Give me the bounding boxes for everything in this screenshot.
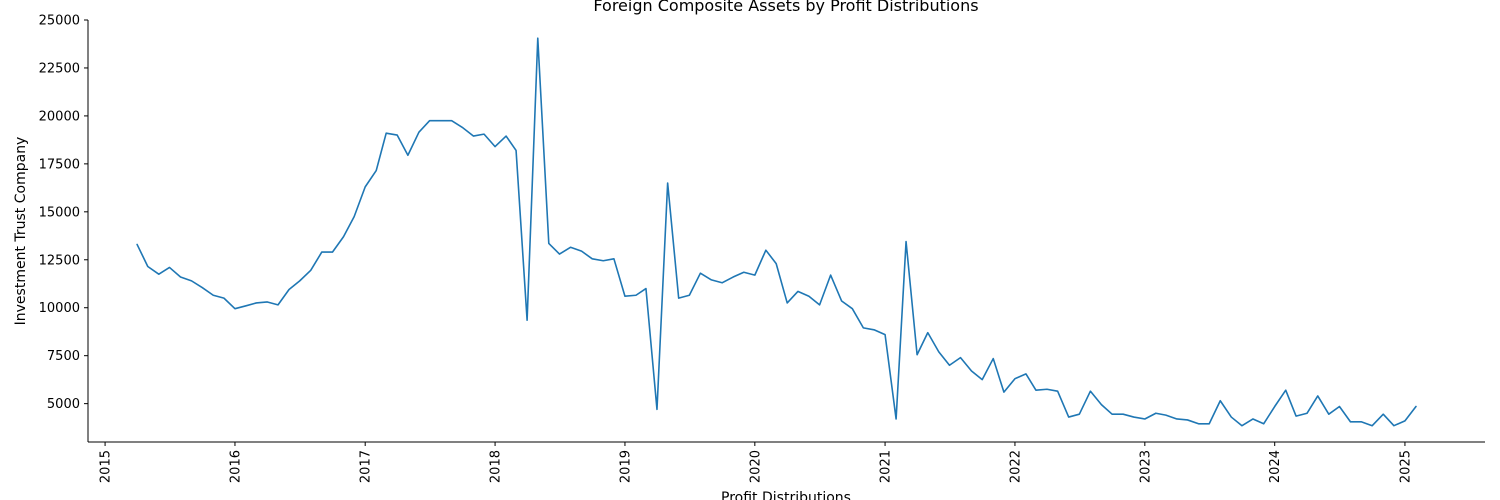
x-axis-title: Profit Distributions [721,490,851,500]
y-tick-label: 22500 [39,61,80,76]
y-tick-label: 12500 [39,253,80,268]
y-tick-label: 7500 [47,349,80,364]
x-tick-label: 2017 [359,450,374,483]
y-tick-label: 10000 [39,301,80,316]
series-line [136,37,1417,427]
x-tick-label: 2025 [1398,450,1413,483]
x-tick-label: 2020 [748,450,763,483]
y-tick-label: 15000 [39,205,80,220]
chart-title: Foreign Composite Assets by Profit Distr… [593,0,978,15]
y-tick-label: 17500 [39,157,80,172]
y-tick-label: 25000 [39,14,80,29]
axes-layer [87,20,1485,443]
x-tick-label: 2021 [879,450,894,483]
title-layer: Foreign Composite Assets by Profit Distr… [13,0,979,500]
ticks-layer: 5000 7500 10000 12500 15000 17500 20000 22500 25… [39,14,1414,484]
x-tick-label: 2018 [489,450,504,483]
series-layer [136,37,1417,427]
x-tick-label: 2023 [1138,450,1153,483]
x-tick-label: 2015 [99,450,114,483]
y-tick-label: 20000 [39,109,80,124]
x-tick-label: 2016 [228,450,243,483]
x-tick-label: 2019 [618,450,633,483]
x-tick-label: 2022 [1008,450,1023,483]
x-tick-label: 2024 [1268,450,1283,483]
y-tick-label: 5000 [47,397,80,412]
y-axis-title: Investment Trust Company [13,137,29,326]
